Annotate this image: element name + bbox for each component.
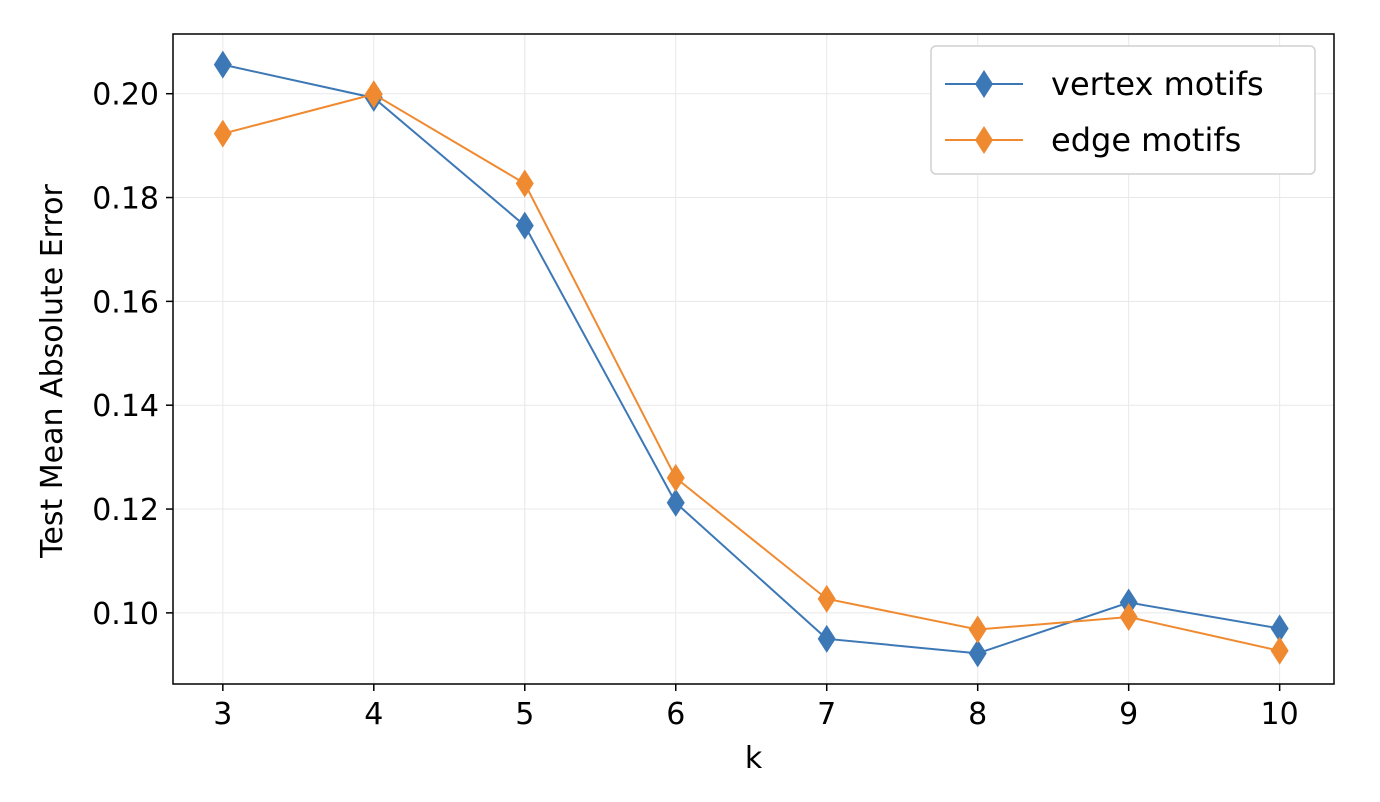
series-2 xyxy=(213,80,1289,665)
legend-items: vertex motifs edge motifs xyxy=(945,65,1264,159)
y-tick-label: 0.18 xyxy=(92,182,159,217)
data-point-marker xyxy=(1119,603,1138,632)
legend-item: vertex motifs xyxy=(945,65,1264,103)
data-point-marker xyxy=(968,615,987,644)
series-layer xyxy=(213,50,1289,668)
data-point-marker xyxy=(817,624,836,653)
x-axis: 3 4 5 6 7 8 9 10 xyxy=(213,684,1299,732)
y-tick-label: 0.14 xyxy=(92,389,159,424)
data-point-marker xyxy=(1119,588,1138,617)
data-point-marker xyxy=(364,80,383,109)
x-tick-label: 4 xyxy=(364,697,383,732)
y-axis-title: Test Mean Absolute Error xyxy=(35,184,70,559)
x-tick-label: 6 xyxy=(666,697,685,732)
data-point-marker xyxy=(666,488,685,517)
y-tick-label: 0.12 xyxy=(92,493,159,528)
x-tick-label: 5 xyxy=(515,697,534,732)
x-tick-label: 10 xyxy=(1261,697,1299,732)
data-point-marker xyxy=(1270,614,1289,643)
data-point-marker xyxy=(817,584,836,613)
x-tick-label: 8 xyxy=(968,697,987,732)
plot-area-frame xyxy=(172,33,1335,685)
y-tick-label: 0.20 xyxy=(92,78,159,113)
data-point-marker xyxy=(666,463,685,492)
legend-marker-swatch xyxy=(975,126,993,154)
series-line xyxy=(222,93,1280,652)
data-point-marker xyxy=(213,119,232,148)
x-axis-title: k xyxy=(745,741,763,776)
y-tick-label: 0.16 xyxy=(92,285,159,320)
legend-label: edge motifs xyxy=(1051,121,1241,159)
x-tick-label: 7 xyxy=(817,697,836,732)
data-point-marker xyxy=(1270,636,1289,665)
series-line xyxy=(222,63,1280,655)
data-point-marker xyxy=(515,169,534,198)
y-tick-label: 0.10 xyxy=(92,597,159,632)
data-point-marker xyxy=(515,211,534,240)
legend-label: vertex motifs xyxy=(1051,65,1264,103)
x-tick-label: 3 xyxy=(213,697,232,732)
data-point-marker xyxy=(213,50,232,79)
legend: vertex motifs edge motifs xyxy=(930,45,1316,175)
legend-marker-swatch xyxy=(975,70,993,98)
legend-item: edge motifs xyxy=(945,121,1241,159)
data-point-marker xyxy=(968,639,987,668)
x-tick-label: 9 xyxy=(1119,697,1138,732)
y-axis: 0.10 0.12 0.14 0.16 0.18 0.20 xyxy=(92,78,173,632)
legend-box xyxy=(930,45,1316,175)
